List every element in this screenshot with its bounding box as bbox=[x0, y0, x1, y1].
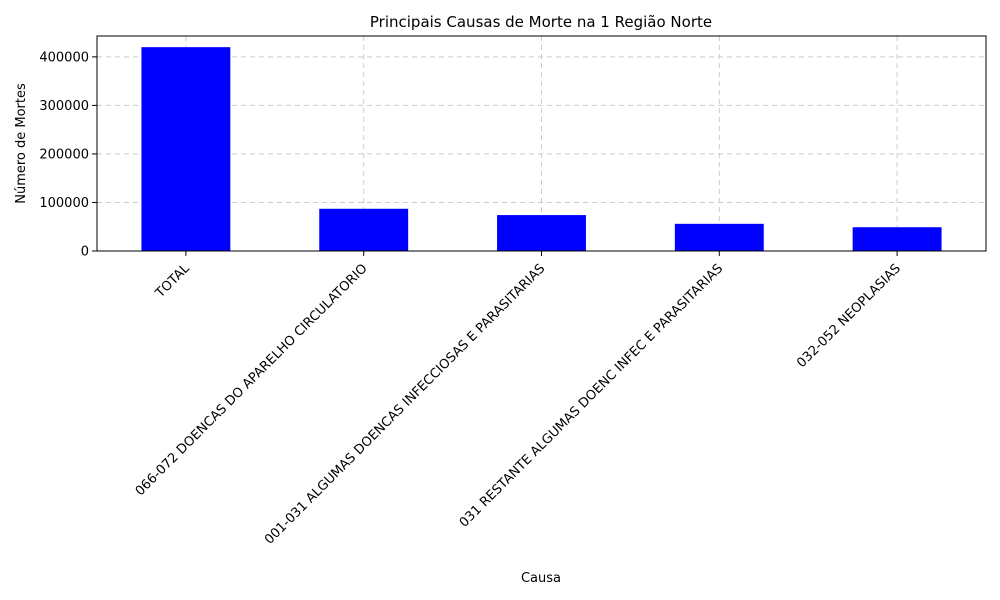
y-axis-title: Número de Mortes bbox=[14, 83, 29, 204]
y-tick-label: 400000 bbox=[39, 50, 89, 65]
bar bbox=[497, 215, 586, 251]
bar bbox=[674, 223, 764, 251]
bar bbox=[852, 227, 942, 251]
y-axis: 0 100000 200000 300000 400000 bbox=[39, 50, 97, 260]
y-tick-label: 0 bbox=[81, 245, 89, 260]
y-tick-label: 100000 bbox=[39, 196, 89, 211]
chart-title: Principais Causas de Morte na 1 Região N… bbox=[370, 13, 712, 31]
bar bbox=[319, 208, 409, 251]
bars bbox=[141, 47, 942, 251]
bar bbox=[141, 47, 231, 251]
y-tick-label: 300000 bbox=[39, 99, 89, 114]
x-axis-title: Causa bbox=[521, 571, 561, 586]
y-tick-label: 200000 bbox=[39, 147, 89, 162]
